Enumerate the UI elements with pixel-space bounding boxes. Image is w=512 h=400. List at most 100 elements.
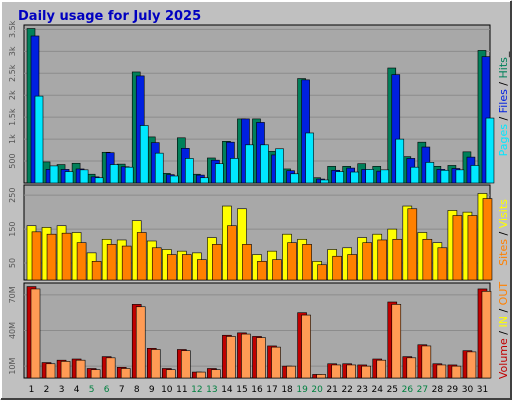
- x-tick-label: 2: [44, 385, 50, 395]
- bar-in-out-28: [436, 364, 447, 379]
- x-tick-label: 3: [59, 385, 65, 395]
- x-tick-label: 11: [176, 385, 187, 395]
- y-axis-label-part: _: [497, 51, 510, 58]
- x-tick-label: 23: [356, 385, 367, 395]
- bar-sites-20: [317, 264, 327, 281]
- y-axis-label: Volume / IN / OUT: [497, 282, 510, 380]
- panel-hits-files-pages: 3.5k 3k 2.5k 2k 1.5k 1k 500 Pages / Files / Hit…: [8, 20, 510, 184]
- bar-in-out-2: [45, 363, 56, 379]
- bar-pages-24: [380, 169, 390, 184]
- y-tick-label: 500: [8, 153, 17, 168]
- bar-pages-29: [455, 169, 465, 184]
- bar-in-out-26: [406, 357, 417, 379]
- y-axis-label-part: /: [497, 113, 510, 124]
- x-tick-label: 31: [477, 385, 488, 395]
- bar-pages-6: [109, 164, 119, 184]
- x-tick-label: 30: [462, 385, 474, 395]
- bar-in-out-27: [421, 345, 432, 379]
- bar-sites-6: [106, 244, 117, 281]
- bar-sites-4: [76, 242, 87, 281]
- bar-pages-9: [154, 152, 164, 184]
- bar-pages-27: [425, 162, 435, 184]
- y-axis-label-part: /: [497, 228, 510, 239]
- bar-sites-18: [287, 242, 297, 281]
- bar-sites-16: [257, 261, 267, 281]
- bar-sites-23: [362, 242, 373, 281]
- bar-in-out-19: [301, 314, 311, 379]
- bar-pages-31: [485, 117, 495, 184]
- y-axis-label-part: OUT: [497, 282, 510, 306]
- y-axis-label: Pages / Files / Hits_: [497, 51, 510, 156]
- y-tick-label: 1.5k: [8, 108, 17, 126]
- x-tick-label: 27: [417, 385, 428, 395]
- bar-pages-12: [200, 177, 209, 184]
- bar-in-out-12: [196, 371, 206, 379]
- bar-sites-8: [136, 232, 147, 281]
- bar-in-out-7: [120, 368, 131, 379]
- x-tick-label: 8: [134, 385, 140, 395]
- bar-pages-28: [440, 169, 450, 184]
- bar-pages-11: [185, 158, 194, 184]
- bar-in-out-11: [181, 350, 191, 379]
- x-tick-label: 18: [281, 385, 293, 395]
- x-tick-label: 22: [341, 385, 352, 395]
- y-tick-label: 40M: [8, 322, 17, 339]
- bar-in-out-8: [135, 306, 146, 379]
- bar-in-out-1: [30, 288, 41, 379]
- bar-in-out-18: [286, 365, 296, 379]
- y-axis-label-part: Visits: [497, 199, 510, 228]
- bar-sites-30: [467, 215, 478, 281]
- y-axis-label-part: Files: [497, 89, 510, 113]
- x-tick-label: 6: [104, 385, 110, 395]
- x-tick-label: 25: [387, 385, 398, 395]
- bar-sites-11: [182, 254, 192, 281]
- x-tick-label: 26: [402, 385, 414, 395]
- bar-pages-14: [230, 158, 239, 184]
- bar-in-out-30: [466, 351, 477, 379]
- bar-pages-2: [49, 165, 59, 184]
- y-tick-label: 3k: [8, 46, 17, 56]
- bar-pages-8: [139, 125, 149, 184]
- x-tick-label: 5: [89, 385, 95, 395]
- bar-in-out-4: [75, 359, 86, 379]
- bar-in-out-15: [241, 333, 251, 379]
- bar-in-out-9: [150, 349, 161, 379]
- bar-pages-26: [410, 166, 420, 184]
- x-tick-label: 15: [236, 385, 247, 395]
- bar-in-out-10: [165, 369, 176, 379]
- y-tick-label: 250: [8, 188, 17, 203]
- bar-in-out-23: [361, 365, 372, 379]
- x-tick-label: 20: [311, 385, 323, 395]
- bar-pages-7: [124, 166, 134, 184]
- bar-in-out-14: [226, 336, 236, 379]
- bar-pages-19: [305, 132, 314, 184]
- x-tick-label: 29: [447, 385, 459, 395]
- bar-in-out-5: [90, 369, 101, 379]
- bar-pages-3: [64, 171, 74, 184]
- y-axis-label-part: Sites: [497, 239, 510, 266]
- x-tick-label: 16: [251, 385, 263, 395]
- x-tick-label: 24: [372, 385, 384, 395]
- bar-pages-25: [395, 138, 405, 184]
- y-axis-label-part: Pages: [497, 124, 510, 157]
- x-tick-label: 28: [432, 385, 444, 395]
- bar-sites-10: [166, 254, 177, 281]
- bar-in-out-21: [331, 364, 341, 379]
- bar-sites-19: [302, 244, 312, 281]
- y-axis-label: Sites / Visits: [497, 199, 510, 266]
- y-tick-label: 2.5k: [8, 64, 17, 82]
- bar-sites-2: [46, 233, 57, 281]
- y-tick-label: 2k: [8, 90, 17, 100]
- x-axis-labels: 1 2 3 4 5 6 7 8 9 10 11 12 13 14 15 16 17 18 19 20 21 22 23 24 2…: [29, 385, 489, 395]
- x-tick-label: 21: [326, 385, 337, 395]
- bar-in-out-31: [481, 291, 492, 379]
- bar-pages-21: [335, 171, 344, 184]
- bar-sites-25: [392, 238, 403, 281]
- bar-pages-20: [320, 179, 329, 184]
- y-axis-label-part: Volume: [497, 338, 510, 379]
- bar-pages-17: [275, 148, 284, 184]
- y-tick-label: 1k: [8, 134, 17, 144]
- panel-volume: 70M 40M 10M Volume / IN / OUT: [8, 282, 510, 380]
- x-tick-label: 4: [74, 385, 80, 395]
